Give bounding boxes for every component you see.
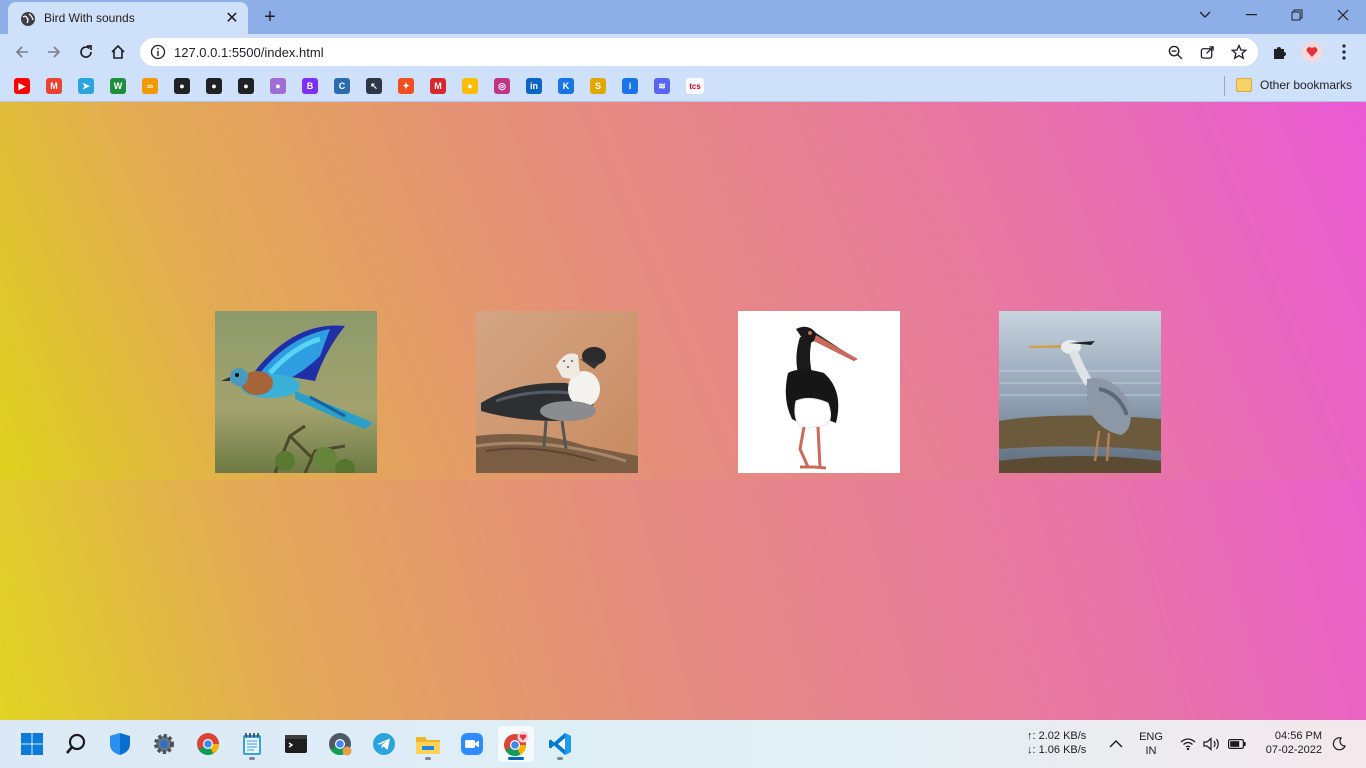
wifi-icon[interactable] [1178,726,1198,762]
menu-dots-icon[interactable] [1331,39,1357,65]
active-indicator [508,757,524,760]
c-icon[interactable]: C [334,78,350,94]
star-icon[interactable] [1230,43,1248,61]
github-icon[interactable]: ● [206,78,222,94]
settings-icon[interactable] [146,726,182,762]
grey-heron-image[interactable] [999,311,1161,473]
restore-icon[interactable] [1274,0,1320,30]
extension-heart-icon[interactable] [1299,39,1325,65]
share-icon[interactable] [1198,43,1216,61]
gmail-icon[interactable]: M [46,78,62,94]
bookmarks-separator [1224,76,1225,96]
info-i-icon[interactable]: i [622,78,638,94]
tab-close-icon[interactable]: ✕ [225,10,239,27]
battery-icon[interactable] [1226,726,1248,762]
browser-toolbar: 127.0.0.1:5500/index.html [0,34,1366,70]
zoom-icon[interactable] [1166,43,1184,61]
volume-icon[interactable] [1202,726,1222,762]
back-icon[interactable] [8,38,36,66]
other-bookmarks-folder[interactable]: Other bookmarks [1236,78,1352,92]
knob-billed-duck-image[interactable] [476,311,638,473]
puzzle-icon[interactable] [1266,39,1292,65]
bird-row-band [0,102,1366,480]
url-text[interactable]: 127.0.0.1:5500/index.html [174,45,324,60]
tcs-icon[interactable]: tcs [686,78,704,94]
address-bar[interactable]: 127.0.0.1:5500/index.html [140,38,1258,66]
telegram-icon[interactable]: ➤ [78,78,94,94]
swirl-icon[interactable]: ≋ [654,78,670,94]
k-icon[interactable]: K [558,78,574,94]
avatar-icon[interactable]: ● [270,78,286,94]
chrome-canary-icon[interactable] [322,726,358,762]
browser-tab[interactable]: Bird With sounds ✕ [8,2,248,34]
chevron-down-icon[interactable] [1182,0,1228,30]
home-icon[interactable] [104,38,132,66]
file-explorer-icon[interactable] [410,726,446,762]
linkedin-icon[interactable]: in [526,78,542,94]
shine-icon[interactable]: S [590,78,606,94]
language-indicator[interactable]: ENG IN [1139,730,1163,758]
tab-title: Bird With sounds [44,11,135,25]
telegram-icon[interactable] [366,726,402,762]
net-upload: ↑: 2.02 KB/s [1027,730,1087,742]
indian-roller-image[interactable] [215,311,377,473]
running-indicator [557,757,563,760]
infinity-icon[interactable]: ∞ [142,78,158,94]
other-bookmarks-label: Other bookmarks [1260,78,1353,92]
lang-bottom: IN [1145,745,1157,757]
vscode-icon[interactable] [542,726,578,762]
defender-icon[interactable] [102,726,138,762]
figma-icon[interactable]: ✦ [398,78,414,94]
chrome-active-icon[interactable] [498,726,534,762]
new-tab-button[interactable]: + [264,5,276,28]
lang-top: ENG [1139,731,1163,743]
close-window-icon[interactable] [1320,0,1366,30]
reload-icon[interactable] [72,38,100,66]
clock[interactable]: 04:56 PM 07-02-2022 [1256,729,1322,757]
cursor-icon[interactable]: ↖ [366,78,382,94]
globe-icon[interactable]: ● [174,78,190,94]
running-indicator [425,757,431,760]
windows-start-icon[interactable] [14,726,50,762]
tab-strip: Bird With sounds ✕ + [0,0,1366,34]
w-icon[interactable]: W [110,78,126,94]
folder-icon [1236,78,1252,92]
network-speed: ↑: 2.02 KB/s ↓: 1.06 KB/s [1027,729,1086,757]
keep-icon[interactable]: ● [462,78,478,94]
instagram-icon[interactable]: ◎ [494,78,510,94]
chrome-icon[interactable] [190,726,226,762]
running-indicator [249,757,255,760]
focus-moon-icon[interactable] [1328,726,1350,762]
chevron-up-icon[interactable] [1100,726,1132,762]
forward-icon[interactable] [40,38,68,66]
github-icon-2[interactable]: ● [238,78,254,94]
bootstrap-icon[interactable]: B [302,78,318,94]
zoom-app-icon[interactable] [454,726,490,762]
youtube-icon[interactable]: ▶ [14,78,30,94]
notepad-icon[interactable] [234,726,270,762]
black-stork-image[interactable] [738,311,900,473]
terminal-icon[interactable] [278,726,314,762]
minimize-icon[interactable] [1228,0,1274,30]
taskbar: ↑: 2.02 KB/s ↓: 1.06 KB/s ENG IN 04:56 P… [0,720,1366,768]
clock-date: 07-02-2022 [1265,744,1322,756]
clock-time: 04:56 PM [1274,730,1322,742]
search-icon[interactable] [58,726,94,762]
page-background [0,102,1366,720]
globe-icon [21,12,35,26]
site-info-icon[interactable] [150,44,166,60]
mega-icon[interactable]: M [430,78,446,94]
net-download: ↓: 1.06 KB/s [1027,744,1087,756]
